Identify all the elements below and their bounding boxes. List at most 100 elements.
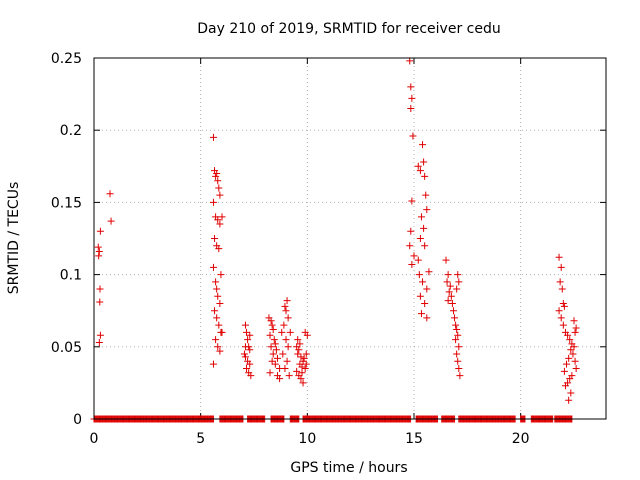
data-point xyxy=(266,369,274,377)
data-point xyxy=(268,357,276,365)
data-point xyxy=(423,285,431,293)
data-point xyxy=(299,379,307,387)
data-point xyxy=(107,217,115,225)
data-point xyxy=(414,162,422,170)
data-point xyxy=(297,375,305,383)
data-point xyxy=(567,346,575,354)
data-point xyxy=(273,354,281,362)
data-point xyxy=(280,321,288,329)
data-point xyxy=(278,328,286,336)
data-point xyxy=(420,158,428,166)
data-point xyxy=(454,357,462,365)
data-point xyxy=(417,213,425,221)
data-point xyxy=(407,83,415,91)
data-point xyxy=(95,247,103,255)
data-point xyxy=(96,298,104,306)
data-point xyxy=(414,256,422,264)
data-point xyxy=(212,172,220,180)
data-point xyxy=(294,350,302,358)
data-point xyxy=(417,310,425,318)
data-point xyxy=(216,191,224,199)
data-point xyxy=(96,227,104,235)
data-point xyxy=(213,170,221,178)
data-point xyxy=(270,336,278,344)
data-point xyxy=(272,346,280,354)
x-ticks: 0 5 10 15 20 xyxy=(90,58,530,447)
y-tick-label: 0.15 xyxy=(51,195,82,211)
data-point xyxy=(209,360,217,368)
data-point xyxy=(559,299,567,307)
data-point xyxy=(246,346,254,354)
data-point xyxy=(267,317,275,325)
data-point xyxy=(218,213,226,221)
data-point xyxy=(216,220,224,228)
data-point xyxy=(556,278,564,286)
data-point xyxy=(567,389,575,397)
data-point xyxy=(247,372,255,380)
data-point xyxy=(446,282,454,290)
data-point xyxy=(442,256,450,264)
data-point xyxy=(244,336,252,344)
x-tick-label: 5 xyxy=(196,431,205,447)
data-point xyxy=(303,331,311,339)
data-point xyxy=(297,353,305,361)
data-point xyxy=(282,336,290,344)
data-point xyxy=(271,360,279,368)
data-point xyxy=(241,353,249,361)
data-point xyxy=(565,396,573,404)
data-point xyxy=(240,350,248,358)
data-point xyxy=(301,364,309,372)
data-point xyxy=(454,271,462,279)
data-point xyxy=(215,245,223,253)
data-point xyxy=(570,317,578,325)
y-tick-label: 0 xyxy=(73,412,82,428)
data-point xyxy=(572,324,580,332)
chart-title: Day 210 of 2019, SRMTID for receiver ced… xyxy=(197,21,500,37)
data-point xyxy=(211,235,219,242)
data-point xyxy=(212,278,220,286)
data-point xyxy=(243,364,251,372)
x-tick-label: 20 xyxy=(512,431,530,447)
data-point xyxy=(419,278,427,286)
data-point xyxy=(453,350,461,358)
data-point xyxy=(422,191,430,199)
data-point xyxy=(572,364,580,372)
data-point xyxy=(425,268,433,276)
data-point xyxy=(406,242,414,250)
data-point xyxy=(266,331,274,339)
data-point xyxy=(299,357,307,365)
data-point xyxy=(211,307,219,315)
data-point xyxy=(449,307,457,315)
data-point xyxy=(421,299,429,307)
data-point xyxy=(456,372,464,380)
data-point xyxy=(560,367,568,375)
data-point xyxy=(284,314,292,322)
data-point xyxy=(559,321,567,329)
data-point xyxy=(209,198,217,206)
data-point xyxy=(281,364,289,372)
data-point xyxy=(566,336,574,344)
data-point xyxy=(215,321,223,329)
data-point xyxy=(213,314,221,322)
data-point xyxy=(452,336,460,344)
data-point xyxy=(455,343,463,351)
data-point xyxy=(408,94,416,102)
data-point xyxy=(407,227,415,235)
data-point xyxy=(241,321,249,329)
data-point xyxy=(419,141,427,149)
data-point xyxy=(558,285,566,293)
data-point xyxy=(106,190,114,198)
data-point xyxy=(421,172,429,180)
x-tick-label: 0 xyxy=(90,431,99,447)
data-point xyxy=(420,224,428,232)
data-point xyxy=(215,184,223,192)
data-point xyxy=(268,321,276,329)
data-point xyxy=(566,375,574,383)
data-point xyxy=(408,260,416,268)
data-point xyxy=(416,167,424,175)
data-point xyxy=(302,360,310,368)
data-point xyxy=(296,340,304,348)
data-point xyxy=(455,278,463,286)
